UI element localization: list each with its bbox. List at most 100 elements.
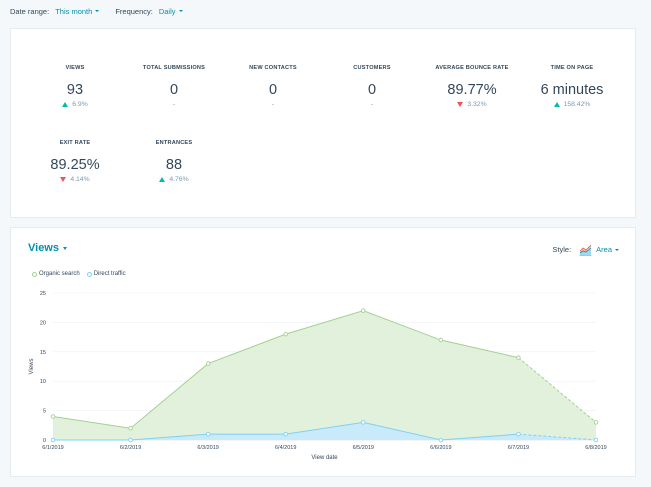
x-tick-label: 6/1/2019: [42, 445, 63, 451]
kpi-value: 6 minutes: [540, 82, 604, 98]
area-chart-icon[interactable]: [579, 243, 592, 256]
views-chart-card: Views Style: Area Organic search Direct …: [10, 227, 636, 477]
kpi-change: -: [223, 100, 323, 109]
kpi-change: 158.42%: [522, 100, 622, 109]
kpi-change-value: 6.9%: [72, 101, 88, 108]
kpi-summary-card: VIEWS 93 6.9% TOTAL SUBMISSIONS 0 - NEW …: [10, 28, 636, 218]
date-range-value[interactable]: This month: [55, 6, 93, 16]
chart-style-control: Style: Area: [552, 243, 619, 256]
chevron-down-icon[interactable]: [95, 10, 100, 12]
point-direct-traffic: [50, 437, 56, 443]
kpi-change-value: 3.32%: [467, 101, 487, 108]
x-axis-title: View date: [311, 455, 338, 461]
kpi-change: -: [322, 100, 422, 109]
kpi-title: VIEWS: [65, 65, 85, 71]
legend-label: Direct traffic: [93, 271, 126, 277]
kpi-change: 4.14%: [25, 175, 125, 184]
legend-marker-icon: [32, 271, 37, 277]
style-value[interactable]: Area: [596, 245, 612, 254]
kpi-title: NEW CONTACTS: [249, 65, 297, 71]
frequency-value[interactable]: Daily: [158, 6, 176, 16]
point-organic-search: [593, 420, 599, 425]
chevron-down-icon[interactable]: [63, 246, 67, 250]
kpi-time-on-page: TIME ON PAGE 6 minutes 158.42%: [522, 65, 622, 109]
kpi-change: 6.9%: [25, 100, 125, 109]
date-range-dropdown[interactable]: This month: [55, 6, 100, 16]
kpi-entrances: ENTRANCES 88 4.76%: [124, 140, 224, 184]
x-tick-label: 6/5/2019: [353, 445, 374, 451]
kpi-exit-rate: EXIT RATE 89.25% 4.14%: [25, 140, 125, 184]
kpi-customers: CUSTOMERS 0 -: [322, 65, 422, 109]
frequency-dropdown[interactable]: Daily: [159, 7, 183, 16]
kpi-title: AVERAGE BOUNCE RATE: [435, 65, 509, 71]
y-tick-label: 25: [40, 291, 46, 297]
kpi-change: -: [124, 100, 224, 109]
frequency-label: Frequency:: [115, 6, 153, 16]
kpi-change-value: -: [370, 101, 374, 108]
point-direct-traffic: [283, 431, 288, 437]
kpi-views: VIEWS 93 6.9%: [25, 65, 125, 109]
date-range-label: Date range:: [10, 6, 50, 16]
point-organic-search: [283, 331, 288, 337]
filter-bar: Date range: This month Frequency: Daily: [10, 5, 199, 17]
views-area-chart: 0 5 10 15 20 25 Views 6/1/2019 6/2/2019 6/3/2019 6…: [29, 291, 607, 461]
kpi-change-value: 4.14%: [70, 176, 90, 183]
kpi-value: 89.77%: [447, 82, 497, 98]
trend-up-icon: [553, 102, 560, 107]
x-tick-label: 6/4/2019: [275, 445, 296, 451]
point-organic-search: [128, 425, 133, 431]
y-tick-label: 10: [40, 379, 46, 385]
metric-selector[interactable]: Views: [28, 242, 67, 254]
trend-down-icon: [457, 102, 464, 107]
kpi-value: 0: [169, 82, 179, 98]
kpi-change: 3.32%: [422, 100, 522, 109]
kpi-change-value: 4.76%: [169, 176, 189, 183]
point-organic-search: [438, 337, 444, 343]
kpi-title: ENTRANCES: [155, 140, 193, 146]
style-dropdown[interactable]: Area: [596, 245, 619, 254]
kpi-value: 0: [268, 82, 278, 98]
point-organic-search: [516, 355, 521, 360]
x-tick-label: 6/8/2019: [585, 445, 606, 451]
trend-up-icon: [62, 102, 69, 107]
x-tick-label: 6/2/2019: [120, 445, 141, 451]
trend-up-icon: [159, 177, 166, 182]
kpi-change: 4.76%: [124, 175, 224, 184]
chart-legend: Organic search Direct traffic: [32, 271, 133, 277]
y-axis-title: Views: [29, 359, 35, 375]
style-label: Style:: [552, 245, 572, 254]
kpi-value: 0: [367, 82, 377, 98]
legend-label: Organic search: [39, 271, 80, 277]
legend-item-organic-search[interactable]: Organic search: [32, 271, 80, 277]
x-tick-label: 6/3/2019: [197, 445, 218, 451]
point-organic-search: [50, 414, 56, 419]
y-tick-label: 15: [40, 350, 46, 356]
point-direct-traffic: [593, 437, 599, 443]
kpi-change-value: -: [172, 101, 176, 108]
kpi-title: CUSTOMERS: [353, 65, 391, 71]
point-direct-traffic: [516, 431, 521, 437]
trend-down-icon: [60, 177, 67, 182]
legend-item-direct-traffic[interactable]: Direct traffic: [86, 271, 126, 277]
y-tick-label: 20: [40, 320, 46, 326]
kpi-total-submissions: TOTAL SUBMISSIONS 0 -: [124, 65, 224, 109]
kpi-value: 89.25%: [50, 157, 100, 173]
point-direct-traffic: [361, 420, 366, 425]
chevron-down-icon[interactable]: [178, 10, 183, 12]
point-organic-search: [361, 308, 366, 313]
legend-marker-icon: [86, 271, 92, 277]
line-projected-direct-traffic: [518, 433, 597, 441]
chart-title[interactable]: Views: [28, 242, 59, 254]
line-projected-organic-search: [518, 357, 597, 423]
chevron-down-icon[interactable]: [615, 248, 619, 251]
area-organic-search: [53, 310, 596, 440]
point-direct-traffic: [205, 431, 211, 437]
point-direct-traffic: [128, 437, 133, 443]
kpi-title: EXIT RATE: [59, 140, 91, 146]
y-tick-label: 0: [43, 438, 46, 444]
x-tick-label: 6/7/2019: [508, 445, 529, 451]
y-tick-label: 5: [43, 409, 46, 415]
kpi-change-value: 158.42%: [563, 101, 591, 108]
x-tick-label: 6/6/2019: [430, 445, 451, 451]
kpi-title: TIME ON PAGE: [550, 65, 594, 71]
